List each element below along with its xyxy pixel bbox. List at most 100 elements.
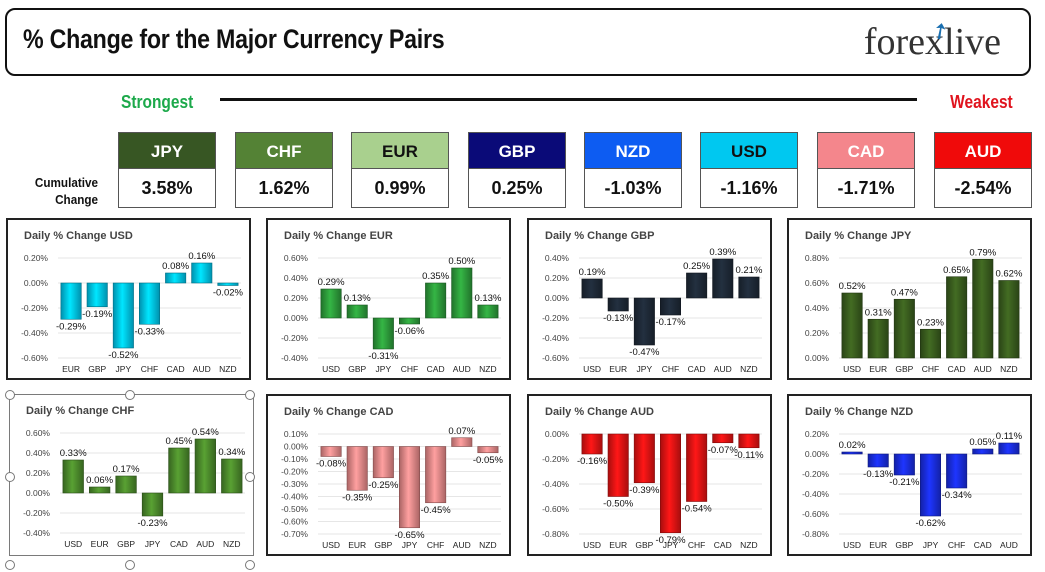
page-title: % Change for the Major Currency Pairs — [23, 24, 445, 54]
resize-handle[interactable] — [5, 390, 15, 400]
x-tick-label: JPY — [402, 540, 418, 550]
x-tick-label: GBP — [374, 540, 392, 550]
chart-nzd[interactable]: Daily % Change NZD 0.20% 0.00% -0.20% -0.40%… — [787, 394, 1032, 556]
x-tick-label: NZD — [479, 540, 496, 550]
y-tick-label: -0.20% — [281, 333, 308, 343]
y-tick-label: -0.30% — [281, 479, 308, 489]
chart-gbp[interactable]: Daily % Change GBP 0.40% 0.20% 0.00% -0.20% -… — [527, 218, 772, 380]
y-tick-label: -0.40% — [21, 328, 48, 338]
resize-handle[interactable] — [245, 472, 255, 482]
x-tick-label: AUD — [193, 364, 211, 374]
chart-usd[interactable]: Daily % Change USD 0.20% 0.00% -0.20% -0.40%… — [6, 218, 251, 380]
resize-handle[interactable] — [245, 560, 255, 570]
data-label: -0.21% — [889, 477, 920, 488]
x-tick-label: CAD — [688, 364, 706, 374]
chart-eur[interactable]: Daily % Change EUR 0.60% 0.40% 0.20% 0.00% -0… — [266, 218, 511, 380]
bar-gbp — [893, 453, 915, 476]
x-tick-label: USD — [583, 364, 601, 374]
data-label: 0.19% — [579, 267, 606, 278]
data-label: 0.39% — [709, 247, 736, 258]
data-label: -0.07% — [708, 445, 739, 456]
bar-jpy — [112, 282, 134, 349]
y-tick-label: 0.40% — [545, 253, 570, 263]
bar-eur — [89, 486, 111, 494]
y-tick-label: 0.10% — [284, 429, 309, 439]
currency-value: -1.03% — [584, 169, 682, 208]
resize-handle[interactable] — [125, 390, 135, 400]
x-tick-label: USD — [322, 540, 340, 550]
bar-aud — [194, 438, 216, 494]
x-tick-label: GBP — [348, 364, 366, 374]
bar-cad — [168, 447, 190, 494]
x-tick-label: EUR — [62, 364, 80, 374]
y-tick-label: 0.80% — [805, 253, 830, 263]
x-tick-label: AUD — [453, 364, 471, 374]
x-tick-label: USD — [843, 540, 861, 550]
data-label: -0.34% — [942, 490, 973, 501]
bar-nzd — [738, 433, 760, 449]
data-label: -0.05% — [473, 455, 504, 466]
resize-handle[interactable] — [125, 560, 135, 570]
x-tick-label: CHF — [688, 540, 705, 550]
x-tick-label: NZD — [740, 364, 757, 374]
x-tick-label: JPY — [637, 364, 653, 374]
y-tick-label: 0.00% — [24, 278, 49, 288]
x-tick-label: GBP — [895, 540, 913, 550]
currency-value: -1.16% — [700, 169, 798, 208]
data-label: 0.31% — [865, 307, 892, 318]
resize-handle[interactable] — [245, 390, 255, 400]
y-tick-label: -0.60% — [281, 517, 308, 527]
y-tick-label: 0.20% — [24, 253, 49, 263]
bar-eur — [867, 318, 889, 359]
data-label: -0.02% — [213, 288, 244, 299]
x-tick-label: CHF — [662, 364, 679, 374]
x-tick-label: NZD — [740, 540, 757, 550]
y-tick-label: -0.40% — [542, 479, 569, 489]
x-tick-label: JPY — [663, 540, 679, 550]
currency-card-gbp: GBP 0.25% — [468, 132, 566, 210]
y-tick-label: 0.20% — [26, 468, 51, 478]
currency-code: EUR — [351, 132, 449, 169]
bar-gbp — [633, 433, 655, 484]
data-label: -0.35% — [342, 492, 373, 503]
currency-card-cad: CAD -1.71% — [817, 132, 915, 210]
chart-title: Daily % Change GBP — [545, 230, 654, 242]
resize-handle[interactable] — [5, 472, 15, 482]
chart-chf[interactable]: Daily % Change CHF 0.60% 0.40% 0.20% 0.00% -0… — [9, 394, 254, 556]
chart-cad[interactable]: Daily % Change CAD 0.10% 0.00% -0.10% -0.20%… — [266, 394, 511, 556]
currency-value: 3.58% — [118, 169, 216, 208]
y-tick-label: 0.60% — [284, 253, 309, 263]
currency-value: 1.62% — [235, 169, 333, 208]
currency-card-jpy: JPY 3.58% — [118, 132, 216, 210]
data-label: -0.25% — [368, 480, 399, 491]
data-label: 0.08% — [162, 261, 189, 272]
data-label: -0.45% — [421, 505, 452, 516]
data-label: 0.02% — [839, 440, 866, 451]
bar-chf — [920, 328, 941, 359]
strongest-label: Strongest — [121, 92, 194, 112]
x-tick-label: JPY — [376, 364, 392, 374]
y-tick-label: -0.40% — [542, 333, 569, 343]
data-label: -0.17% — [655, 317, 686, 328]
chart-jpy[interactable]: Daily % Change JPY 0.80% 0.60% 0.40% 0.20% 0.… — [787, 218, 1032, 380]
resize-handle[interactable] — [5, 560, 15, 570]
data-label: 0.16% — [188, 251, 215, 262]
x-tick-label: EUR — [609, 540, 627, 550]
data-label: -0.23% — [137, 518, 168, 529]
x-tick-label: NZD — [219, 364, 236, 374]
data-label: 0.21% — [735, 265, 762, 276]
data-label: -0.79% — [655, 535, 686, 546]
y-tick-label: -0.50% — [281, 504, 308, 514]
x-tick-label: JPY — [923, 540, 939, 550]
y-tick-label: -0.60% — [21, 353, 48, 363]
bar-nzd — [477, 446, 499, 454]
bar-cad — [972, 448, 994, 455]
header-banner: % Change for the Major Currency Pairs fo… — [5, 8, 1031, 76]
x-tick-label: GBP — [88, 364, 106, 374]
data-label: 0.07% — [448, 426, 475, 437]
bar-cad — [712, 433, 734, 444]
data-label: -0.08% — [316, 459, 347, 470]
bar-cad — [686, 272, 708, 299]
chart-aud[interactable]: Daily % Change AUD 0.00% -0.20% -0.40% -0.60… — [527, 394, 772, 556]
y-tick-label: 0.00% — [545, 293, 570, 303]
